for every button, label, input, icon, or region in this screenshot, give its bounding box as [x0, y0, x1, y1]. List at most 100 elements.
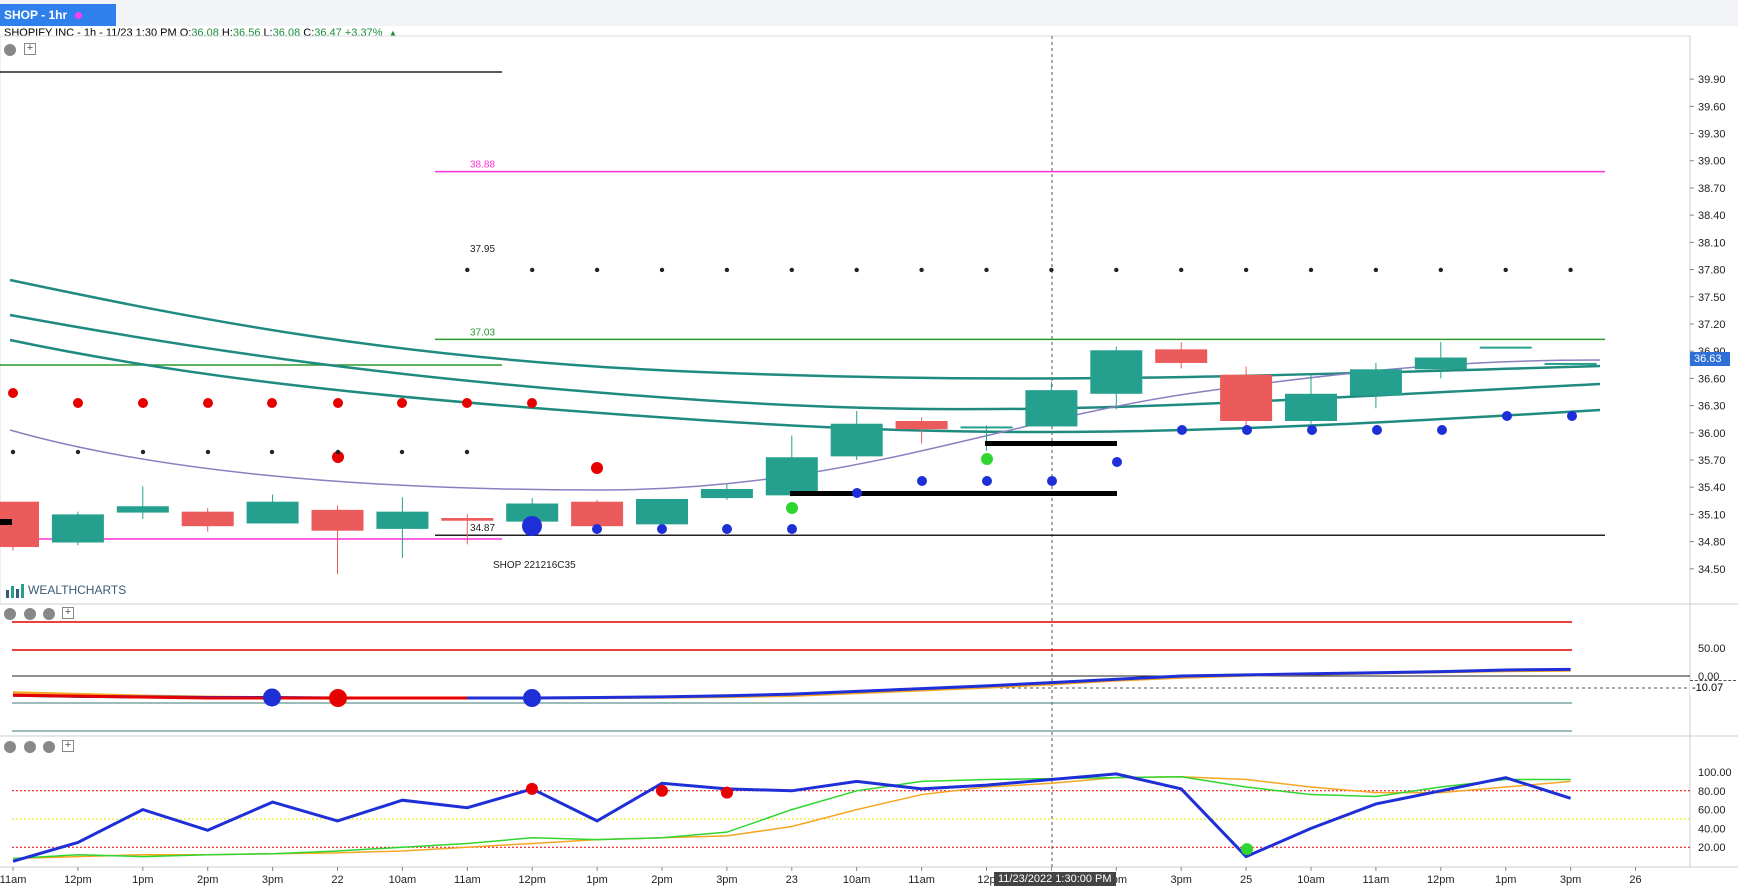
up-arrow-icon: ▲	[388, 28, 398, 38]
blue-signal-dot	[1437, 425, 1447, 435]
price-tick-label: 37.80	[1698, 265, 1726, 277]
price-tick-label: 34.50	[1698, 564, 1726, 576]
gray-dot	[399, 449, 405, 455]
level-dot	[724, 267, 730, 273]
time-tick-label: 22	[331, 874, 343, 886]
osc2-red-dot	[526, 782, 538, 795]
candle-body	[1349, 369, 1402, 396]
blue-signal-dot	[1502, 411, 1512, 421]
candle-body	[1285, 393, 1337, 421]
level-dot	[1049, 267, 1054, 273]
level-label: 34.87	[470, 523, 495, 534]
level-dot	[1568, 267, 1573, 273]
gray-dot	[140, 449, 146, 455]
time-tick-label: 12pm	[1427, 874, 1455, 886]
osc2-tick-label: 100.00	[1698, 767, 1732, 779]
blue-signal-dot	[1047, 476, 1057, 486]
wealthcharts-logo-icon	[6, 583, 24, 598]
candle-body	[765, 457, 818, 496]
osc1-expand-icon[interactable]	[43, 608, 55, 620]
level-dot	[594, 267, 600, 273]
blue-signal-dot	[1567, 411, 1577, 421]
symbol-tab[interactable]: SHOP - 1hr	[0, 4, 116, 26]
hide-panel-icon[interactable]	[4, 44, 16, 56]
candle-body	[1155, 349, 1208, 363]
red-signal-dot	[203, 398, 213, 408]
blue-signal-dot	[1242, 425, 1252, 435]
price-tick-label: 34.80	[1698, 537, 1726, 549]
gray-dot	[269, 449, 275, 455]
osc2-green-line	[12, 775, 1571, 860]
osc2-tick-label: 20.00	[1698, 842, 1726, 854]
option-label: SHOP 221216C35	[493, 560, 576, 571]
time-tick-label: 12p	[977, 874, 995, 886]
time-tick-label: 26	[1629, 874, 1641, 886]
red-signal-dot	[591, 462, 603, 474]
price-tick-label: 37.20	[1698, 319, 1726, 331]
level-label: 38.88	[470, 160, 495, 171]
gray-dot	[205, 449, 211, 455]
red-signal-dot	[462, 398, 472, 408]
osc1-blue-dot	[263, 688, 281, 707]
green-signal-dot	[981, 453, 993, 465]
osc2-add-icon[interactable]: +	[62, 740, 74, 752]
candle-body	[181, 511, 234, 527]
time-tick-label: 10am	[843, 874, 871, 886]
osc2-collapse-icon[interactable]	[24, 741, 36, 753]
osc1-blue-dot	[523, 689, 541, 707]
candle-body	[1414, 357, 1467, 370]
time-tick-label: 11am	[1363, 874, 1390, 886]
support-bar-edge	[0, 519, 12, 525]
level-dot	[984, 267, 989, 273]
level-dot	[1503, 267, 1508, 273]
price-tick-label: 39.00	[1698, 156, 1726, 168]
moving-average-lower	[9, 338, 1601, 434]
osc2-hide-icon[interactable]	[4, 741, 16, 753]
time-tick-label: 12pm	[518, 874, 546, 886]
red-signal-dot	[73, 398, 83, 408]
candle-body	[960, 426, 1013, 429]
gray-dot	[75, 449, 81, 455]
candle-body	[700, 489, 753, 499]
time-tick-label: 10am	[1297, 874, 1325, 886]
time-tick-label: 1pm	[586, 874, 607, 886]
time-tick-label: 3pm	[1560, 874, 1581, 886]
time-tick-label: 3pm	[1170, 874, 1191, 886]
blue-signal-dot	[852, 488, 862, 498]
candle-body	[311, 509, 364, 531]
osc1-collapse-icon[interactable]	[24, 608, 36, 620]
candle-body	[830, 423, 883, 457]
price-tick-label: 38.40	[1698, 210, 1726, 222]
candle-body	[1090, 350, 1143, 394]
level-dot	[659, 267, 665, 273]
candle-body	[506, 503, 559, 522]
time-tick-label: 3pm	[262, 874, 283, 886]
time-tick-label: 25	[1240, 874, 1252, 886]
time-tick-label: 3pm	[716, 874, 737, 886]
osc1-hide-icon[interactable]	[4, 608, 16, 620]
price-tick-label: 35.40	[1698, 482, 1726, 494]
osc2-expand-icon[interactable]	[43, 741, 55, 753]
time-tick-label: 10am	[389, 874, 417, 886]
osc2-tick-label: 60.00	[1698, 805, 1726, 817]
moving-average-thin	[9, 359, 1601, 491]
blue-signal-dot-large	[522, 516, 542, 536]
gray-dot	[464, 449, 470, 455]
osc2-red-dot	[721, 786, 733, 799]
red-signal-dot	[527, 398, 537, 408]
time-tick-label: 1pm	[132, 874, 153, 886]
crosshair-time-label: 11/23/2022 1:30:00 PM	[994, 872, 1116, 886]
price-tick-label: 35.70	[1698, 455, 1726, 467]
candle-body	[441, 518, 494, 521]
osc1-red-segment	[12, 693, 467, 700]
add-study-icon[interactable]: +	[24, 43, 36, 55]
last-price-tag: 36.63	[1690, 352, 1730, 366]
price-tick-label: 36.30	[1698, 401, 1726, 413]
red-signal-dot	[333, 398, 343, 408]
candle-body	[1479, 346, 1532, 349]
time-tick-label: 11am	[454, 874, 481, 886]
blue-signal-dot	[917, 476, 927, 486]
osc1-add-icon[interactable]: +	[62, 607, 74, 619]
blue-signal-dot	[1177, 425, 1187, 435]
